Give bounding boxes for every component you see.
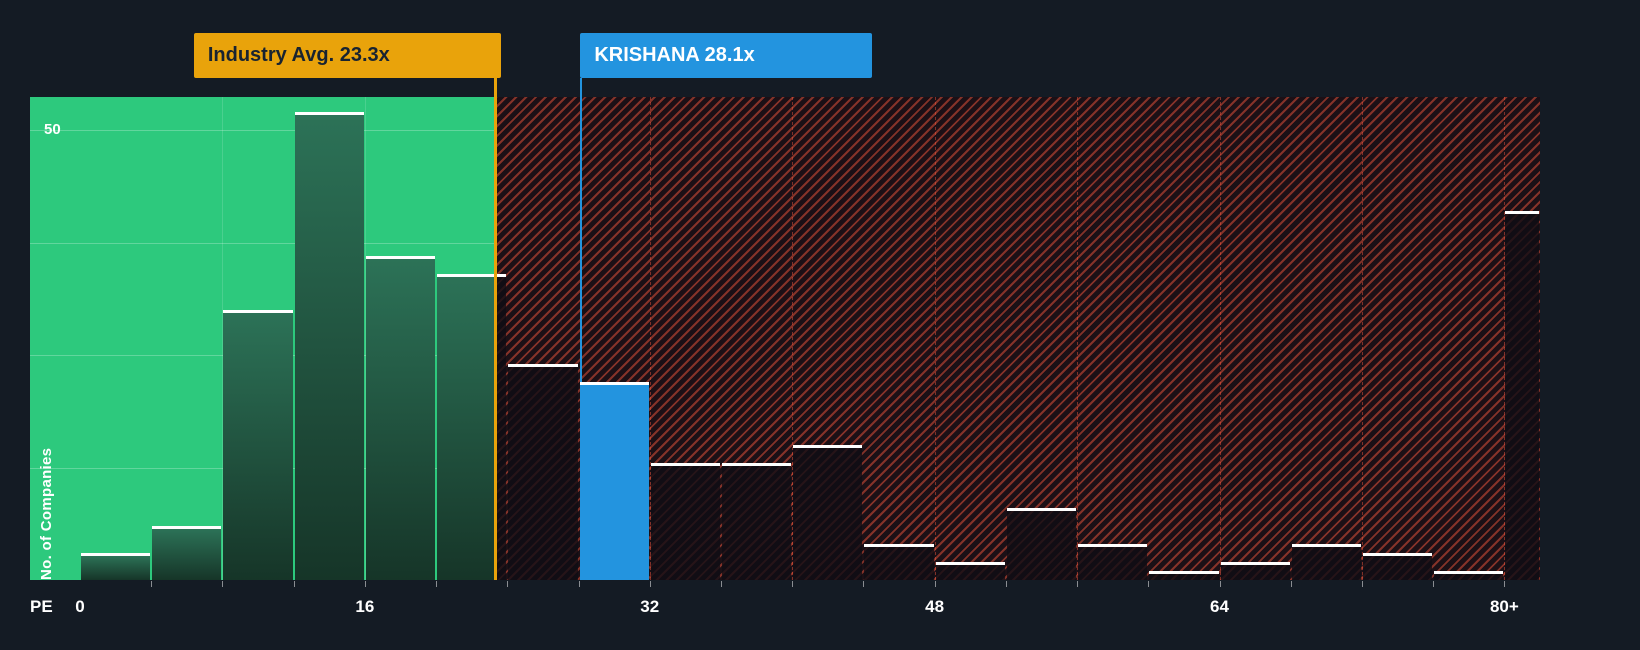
histogram-bar[interactable] bbox=[294, 112, 364, 580]
x-tick-label: 0 bbox=[75, 597, 85, 616]
x-axis-tick bbox=[649, 581, 651, 587]
x-axis-tick bbox=[1504, 581, 1506, 587]
x-axis-tick bbox=[364, 581, 366, 587]
histogram-bar[interactable] bbox=[152, 526, 222, 580]
x-axis-tick bbox=[720, 581, 722, 587]
histogram-bar[interactable] bbox=[1362, 553, 1433, 580]
above-average-region bbox=[494, 97, 1540, 580]
y-gridline-label: 50 bbox=[44, 121, 61, 138]
y-gridline bbox=[30, 242, 495, 244]
x-axis-tick bbox=[222, 581, 224, 587]
histogram-bar[interactable] bbox=[81, 553, 151, 580]
x-axis-tick bbox=[934, 581, 936, 587]
histogram-bar[interactable] bbox=[1291, 544, 1361, 580]
histogram-bar[interactable] bbox=[223, 310, 293, 580]
x-axis-tick bbox=[1361, 581, 1363, 587]
histogram-bar[interactable] bbox=[650, 463, 720, 580]
company-bar[interactable] bbox=[579, 382, 649, 580]
histogram-bar[interactable] bbox=[935, 562, 1005, 580]
histogram-bar[interactable] bbox=[1149, 571, 1219, 580]
x-tick-label: 64 bbox=[1210, 597, 1229, 616]
industry-avg-callout: Industry Avg. 23.3x bbox=[193, 33, 501, 78]
x-tick-label: 32 bbox=[640, 597, 660, 616]
x-axis-tick bbox=[1077, 581, 1079, 587]
x-gridline-dashed bbox=[649, 97, 651, 580]
x-gridline-dashed bbox=[1077, 97, 1079, 580]
y-gridline bbox=[30, 130, 495, 131]
y-axis-title: No. of Companies bbox=[38, 447, 55, 580]
x-axis-tick bbox=[578, 581, 580, 587]
histogram-bar[interactable] bbox=[721, 463, 792, 580]
x-axis-tick bbox=[151, 581, 153, 587]
histogram-bar[interactable] bbox=[365, 256, 436, 580]
x-axis-tick bbox=[1290, 581, 1292, 587]
histogram-bar[interactable] bbox=[864, 544, 934, 580]
x-axis-tick bbox=[1148, 581, 1150, 587]
x-gridline-dashed bbox=[1361, 97, 1363, 580]
histogram-bar[interactable] bbox=[1505, 211, 1539, 580]
company-line bbox=[580, 78, 583, 382]
x-gridline-dashed bbox=[792, 97, 794, 580]
x-axis-tick bbox=[507, 581, 509, 587]
industry-avg-line bbox=[493, 78, 497, 580]
histogram-bar[interactable] bbox=[508, 364, 578, 580]
histogram-bar[interactable] bbox=[1220, 562, 1290, 580]
x-gridline bbox=[364, 97, 366, 580]
histogram-bar[interactable] bbox=[793, 445, 863, 580]
x-axis-tick bbox=[1005, 581, 1007, 587]
x-gridline bbox=[222, 97, 224, 580]
x-axis-tick bbox=[792, 581, 794, 587]
x-axis-tick bbox=[293, 581, 295, 587]
histogram-bar[interactable] bbox=[437, 274, 495, 580]
x-axis-title: PE bbox=[30, 597, 53, 616]
x-tick-label: 48 bbox=[925, 597, 945, 616]
x-gridline-dashed bbox=[1504, 97, 1506, 580]
x-axis-tick bbox=[436, 581, 438, 587]
histogram-bar[interactable] bbox=[1434, 571, 1504, 580]
x-gridline-dashed bbox=[934, 97, 936, 580]
histogram-bar[interactable] bbox=[1078, 544, 1148, 580]
x-tick-label: 80+ bbox=[1489, 597, 1519, 616]
x-axis-tick bbox=[1219, 581, 1221, 587]
x-axis-tick bbox=[863, 581, 865, 587]
x-gridline-dashed bbox=[1219, 97, 1221, 580]
x-axis-tick bbox=[1433, 581, 1435, 587]
company-callout: KRISHANA 28.1x bbox=[580, 33, 873, 78]
histogram-bar[interactable] bbox=[494, 274, 507, 580]
histogram-bar[interactable] bbox=[1006, 508, 1077, 580]
x-tick-label: 16 bbox=[355, 597, 375, 616]
